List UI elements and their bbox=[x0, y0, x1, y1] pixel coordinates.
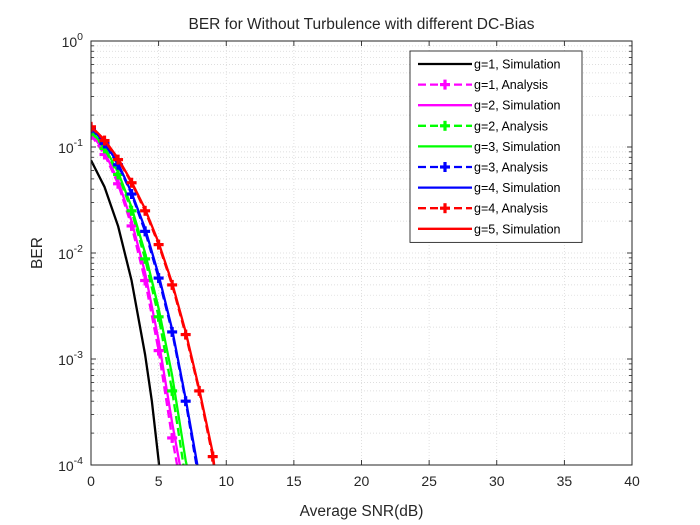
series-line bbox=[91, 130, 188, 465]
y-axis-label: BER bbox=[29, 237, 46, 269]
x-tick-label: 40 bbox=[624, 473, 640, 489]
x-tick-label: 35 bbox=[557, 473, 573, 489]
legend-label: g=1, Simulation bbox=[474, 58, 561, 72]
series-layer bbox=[91, 121, 218, 465]
series-7 bbox=[91, 126, 199, 465]
tick-marks bbox=[90, 40, 633, 466]
legend-item: g=2, Analysis bbox=[418, 119, 548, 133]
series-3 bbox=[91, 132, 182, 465]
legend-label: g=2, Analysis bbox=[474, 119, 548, 133]
series-line bbox=[91, 159, 161, 465]
series-9 bbox=[91, 125, 216, 465]
y-tick-label: 10-1 bbox=[58, 137, 83, 156]
x-tick-label: 25 bbox=[421, 473, 437, 489]
x-tick-labels: 0 5 10 15 20 25 30 35 40 bbox=[87, 473, 640, 489]
legend-item: g=5, Simulation bbox=[418, 222, 561, 236]
legend-item: g=3, Simulation bbox=[418, 140, 561, 154]
x-tick-label: 15 bbox=[286, 473, 302, 489]
legend-item: g=4, Simulation bbox=[418, 181, 561, 195]
x-tick-label: 30 bbox=[489, 473, 505, 489]
legend-item: g=1, Analysis bbox=[418, 78, 548, 92]
series-line bbox=[91, 125, 216, 465]
legend-label: g=1, Analysis bbox=[474, 78, 548, 92]
legend-label: g=4, Simulation bbox=[474, 181, 561, 195]
data-point-marker bbox=[91, 121, 96, 132]
legend-label: g=3, Analysis bbox=[474, 161, 548, 175]
legend-label: g=4, Analysis bbox=[474, 202, 548, 216]
legend-item: g=1, Simulation bbox=[418, 58, 561, 72]
y-tick-label: 100 bbox=[62, 31, 84, 50]
y-tick-label: 10-2 bbox=[58, 243, 83, 262]
legend-label: g=2, Simulation bbox=[474, 99, 561, 113]
x-tick-label: 0 bbox=[87, 473, 95, 489]
x-tick-label: 5 bbox=[155, 473, 163, 489]
legend-item: g=4, Analysis bbox=[418, 202, 548, 216]
legend-label: g=3, Simulation bbox=[474, 140, 561, 154]
series-5 bbox=[91, 130, 188, 465]
legend-marker bbox=[440, 162, 450, 172]
legend: g=1, Simulation g=1, Analysis g=2, Simulat… bbox=[409, 50, 583, 243]
x-tick-label: 10 bbox=[218, 473, 234, 489]
legend-item: g=3, Analysis bbox=[418, 161, 548, 175]
chart-title: BER for Without Turbulence with differen… bbox=[188, 16, 534, 33]
series-1 bbox=[91, 159, 161, 465]
y-tick-labels: 100 10-1 10-2 10-3 10-4 bbox=[58, 31, 83, 474]
y-tick-label: 10-3 bbox=[58, 349, 83, 368]
series-line bbox=[91, 126, 199, 465]
legend-marker bbox=[440, 203, 450, 214]
y-tick-label: 10-4 bbox=[58, 455, 83, 474]
legend-marker bbox=[440, 120, 450, 131]
x-axis-label: Average SNR(dB) bbox=[300, 503, 424, 520]
legend-item: g=2, Simulation bbox=[418, 99, 561, 113]
series-line bbox=[91, 132, 182, 465]
x-tick-label: 20 bbox=[354, 473, 370, 489]
legend-label: g=5, Simulation bbox=[474, 222, 561, 236]
legend-marker bbox=[440, 79, 450, 90]
